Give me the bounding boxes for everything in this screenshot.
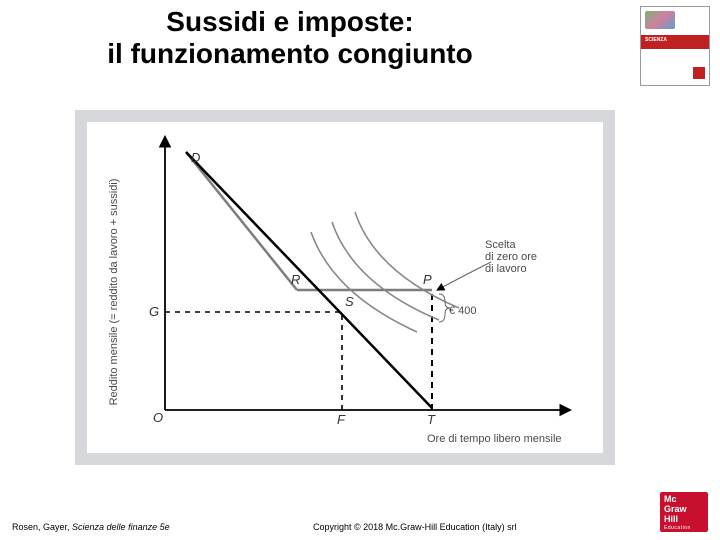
footer-citation: Rosen, Gayer, Scienza delle finanze 5e [12,522,170,532]
label-D: D [191,150,200,165]
label-S: S [345,294,354,309]
x-axis-label: Ore di tempo libero mensile [427,433,562,445]
indiff-curve-1 [311,232,417,332]
label-R: R [291,272,300,287]
title-line-2: il funzionamento congiunto [0,38,580,70]
cover-series-label: SCIENZA [645,37,667,43]
title-line-1: Sussidi e imposte: [0,6,580,38]
indiff-curve-3 [355,212,459,308]
label-F: F [337,412,346,427]
logo-text-2: Graw [664,504,687,514]
cover-art-icon [645,11,675,29]
annotation-zero-hours: Scelta di zero ore di lavoro [485,239,540,275]
publisher-logo: Mc Graw Hill Education [660,492,708,532]
label-P: P [423,272,432,287]
slide-title: Sussidi e imposte: il funzionamento cong… [0,6,580,70]
budget-line-with-subsidy-seg1 [186,152,297,290]
budget-line-original [186,152,432,408]
figure-frame: O F T G D R S P Scelta di zero ore di la… [75,110,615,465]
book-cover-thumbnail: SCIENZA [640,6,710,86]
logo-text-1: Mc [664,494,677,504]
logo-text-4: Education [664,525,691,531]
footer-authors: Rosen, Gayer, [12,522,72,532]
value-400: € 400 [449,305,477,317]
slide-footer: Rosen, Gayer, Scienza delle finanze 5e C… [0,492,720,532]
label-G: G [149,304,159,319]
figure: O F T G D R S P Scelta di zero ore di la… [87,122,603,453]
footer-copyright: Copyright © 2018 Mc.Graw-Hill Education … [313,522,517,532]
footer-work: Scienza delle finanze 5e [72,522,170,532]
y-axis-label: Reddito mensile (= reddito da lavoro + s… [108,179,120,406]
callout-arrow [439,262,491,289]
label-T: T [427,412,436,427]
cover-publisher-mark-icon [693,67,705,79]
label-O: O [153,410,163,425]
logo-text-3: Hill [664,514,678,524]
economics-diagram: O F T G D R S P Scelta di zero ore di la… [87,122,603,453]
